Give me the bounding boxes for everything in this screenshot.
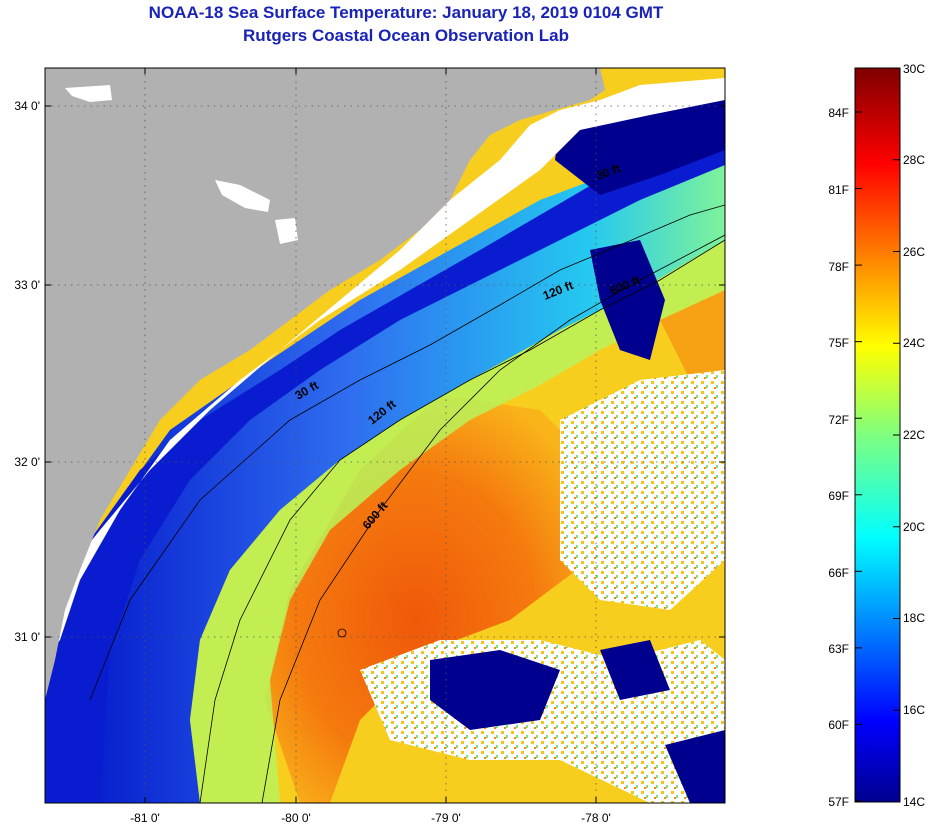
colorbar-ticks	[855, 67, 900, 803]
colorbar-f-label-57: 57F	[828, 795, 849, 809]
lat-tick-31: 31 0'	[14, 630, 40, 644]
lat-tick-34: 34 0'	[14, 99, 40, 113]
cold-patch-mid	[590, 240, 665, 360]
colorbar-c-label-22: 22C	[903, 428, 925, 442]
chart-subtitle: Rutgers Coastal Ocean Observation Lab	[243, 26, 569, 45]
inland-lake-3	[275, 218, 298, 244]
colorbar-f-label-84: 84F	[828, 106, 849, 120]
colorbar	[854, 67, 901, 803]
colorbar-c-label-28: 28C	[903, 153, 925, 167]
shelf-water-region	[45, 130, 725, 803]
land-mass	[45, 68, 605, 700]
contour-120ft	[199, 239, 725, 803]
lat-tick-32: 32 0'	[14, 455, 40, 469]
contour-600ft	[261, 234, 725, 803]
colorbar-c-label-14: 14C	[903, 795, 925, 809]
lon-tick-79: -79 0'	[431, 811, 461, 825]
colorbar-c-label-30: 30C	[903, 62, 925, 76]
colorbar-f-label-81: 81F	[828, 183, 849, 197]
cold-patch-corner	[665, 730, 725, 803]
nearshore-cold-band	[45, 130, 725, 803]
map-frame	[44, 67, 726, 804]
colorbar-c-label-24: 24C	[903, 336, 925, 350]
colorbar-c-label-16: 16C	[903, 703, 925, 717]
colorbar-f-label-60: 60F	[828, 718, 849, 732]
graticule	[45, 68, 725, 803]
map-plot-area: 30 ft 120 ft 600 ft 30 ft 120 ft 600 ft	[45, 68, 725, 803]
colorbar-f-label-63: 63F	[828, 642, 849, 656]
lon-tick-78: -78 0'	[581, 811, 611, 825]
frame-ticks	[45, 68, 725, 803]
station-marker	[337, 628, 347, 638]
inland-lake-2	[215, 180, 270, 212]
lon-tick-80: -80 0'	[281, 811, 311, 825]
chart-title: NOAA-18 Sea Surface Temperature: January…	[148, 3, 664, 22]
colorbar-f-label-75: 75F	[828, 336, 849, 350]
colorbar-f-label-69: 69F	[828, 489, 849, 503]
cold-patch-south-east	[600, 640, 670, 700]
colorbar-f-label-78: 78F	[828, 260, 849, 274]
contour-30ft	[89, 204, 725, 701]
colorbar-f-label-72: 72F	[828, 413, 849, 427]
colorbar-f-label-66: 66F	[828, 566, 849, 580]
inland-lake-1	[65, 85, 112, 102]
transition-band	[190, 240, 725, 803]
colorbar-c-label-20: 20C	[903, 520, 925, 534]
offshore-warm-patch	[660, 290, 725, 390]
colorbar-c-label-18: 18C	[903, 611, 925, 625]
lon-tick-81: -81 0'	[130, 811, 160, 825]
colorbar-c-label-26: 26C	[903, 245, 925, 259]
cloud-cover-region	[560, 370, 725, 610]
lat-tick-33: 33 0'	[14, 278, 40, 292]
cold-patch-south	[430, 650, 560, 730]
